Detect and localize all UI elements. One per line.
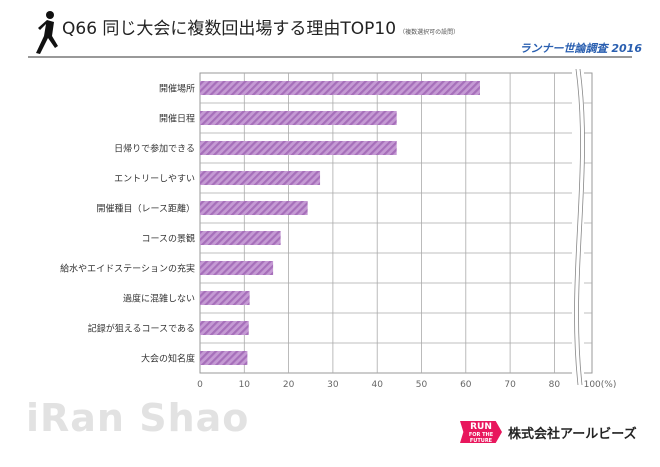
x-tick-label: 100(%) (584, 380, 617, 390)
logo-sub: FOR THE FUTURE (468, 432, 494, 444)
category-label: 開催種目（レース距離） (96, 203, 195, 215)
bar (200, 201, 308, 215)
title-text: Q66 同じ大会に複数回出場する理由TOP10 (62, 19, 397, 39)
bar (200, 141, 397, 155)
watermark: iRan Shao (26, 396, 250, 440)
axis-break-line (574, 68, 581, 386)
x-tick-label: 40 (371, 380, 383, 390)
bar (200, 111, 397, 125)
axis-break-line (578, 68, 585, 386)
bar (200, 351, 248, 365)
x-tick-label: 50 (416, 380, 428, 390)
title-note: （複数選択可の設問） (399, 29, 460, 36)
bar (200, 261, 274, 275)
bar (200, 321, 249, 335)
bar (200, 231, 281, 245)
category-label: 日帰りで参加できる (114, 143, 195, 155)
run-logo: RUN FOR THE FUTURE (460, 421, 502, 443)
page-title: Q66 同じ大会に複数回出場する理由TOP10 （複数選択可の設問） (62, 14, 459, 39)
x-tick-label: 70 (504, 380, 516, 390)
runner-icon (36, 11, 58, 54)
category-label: 記録が狙えるコースである (88, 323, 195, 335)
x-tick-label: 10 (239, 380, 251, 390)
axis-break-mask (572, 71, 584, 385)
category-label: エントリーしやすい (114, 174, 195, 185)
category-label: コースの景観 (141, 233, 195, 245)
category-label: 開催場所 (159, 83, 195, 95)
survey-label: ランナー世論調査 2016 (519, 42, 642, 55)
category-label: 給水やエイドステーションの充実 (60, 263, 195, 275)
header-divider (28, 56, 632, 58)
bar (200, 81, 480, 95)
category-label: 開催日程 (159, 113, 195, 125)
bar (200, 291, 250, 305)
bar (200, 171, 321, 185)
category-label: 大会の知名度 (141, 353, 195, 365)
x-tick-label: 0 (197, 380, 203, 390)
x-tick-label: 20 (283, 380, 295, 390)
x-tick-label: 30 (327, 380, 339, 390)
x-tick-label: 80 (549, 380, 561, 390)
x-tick-label: 60 (460, 380, 472, 390)
company-name: 株式会社アールビーズ (508, 427, 637, 442)
logo-text: RUN (470, 422, 492, 432)
category-label: 過度に混雑しない (123, 293, 195, 305)
